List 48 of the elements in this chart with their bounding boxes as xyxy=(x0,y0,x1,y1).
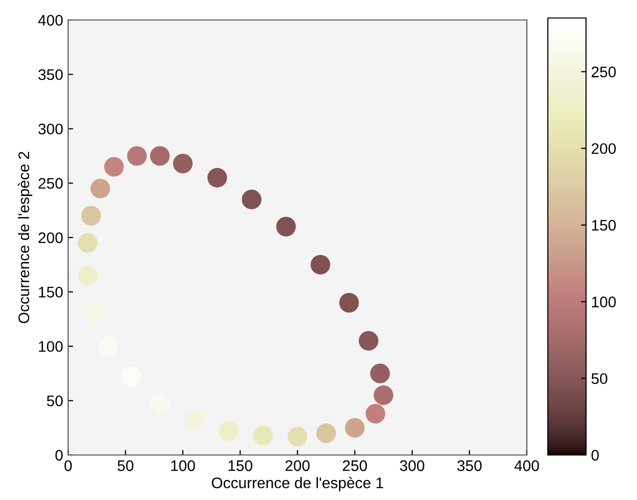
y-tick-label: 350 xyxy=(38,69,63,80)
point xyxy=(78,266,98,286)
point xyxy=(253,426,273,446)
point xyxy=(374,385,394,406)
x-tick-label: 350 xyxy=(457,460,482,472)
y-tick-label: 250 xyxy=(38,178,63,189)
y-tick-label: 50 xyxy=(46,395,63,406)
x-tick-label: 0 xyxy=(64,460,72,472)
x-tick-label: 50 xyxy=(118,460,134,472)
point xyxy=(104,156,124,177)
x-tick-label: 300 xyxy=(400,460,424,472)
point xyxy=(316,423,336,444)
point xyxy=(81,206,101,226)
point xyxy=(288,426,308,446)
color-bar-label: 0 xyxy=(592,450,599,461)
color-bar-label: 150 xyxy=(592,220,616,231)
point xyxy=(127,146,147,166)
point xyxy=(358,330,378,351)
point xyxy=(242,190,262,210)
point xyxy=(150,146,170,166)
point xyxy=(344,418,365,438)
y-axis-title: Occurrence de l'espèce 2 xyxy=(18,152,32,324)
x-tick-label: 400 xyxy=(514,460,539,472)
x-tick-label: 250 xyxy=(342,460,367,472)
color-bar-label: 50 xyxy=(592,373,608,384)
color-bar-label: 250 xyxy=(592,66,616,78)
y-tick-label: 400 xyxy=(38,14,63,26)
x-tick-label: 200 xyxy=(286,460,310,472)
y-tick-label: 100 xyxy=(38,341,63,352)
point xyxy=(370,364,390,384)
point xyxy=(173,154,193,174)
point xyxy=(366,404,386,424)
y-tick-label: 200 xyxy=(38,232,63,244)
point xyxy=(218,421,239,441)
y-tick-label: 150 xyxy=(38,286,63,298)
y-tick-label: 300 xyxy=(38,124,63,134)
point xyxy=(207,168,228,188)
x-axis-title: Occurrence de l'espèce 1 xyxy=(212,476,384,492)
y-tick-label: 0 xyxy=(55,450,63,461)
color-bar-label: 100 xyxy=(592,296,616,308)
point xyxy=(78,233,98,253)
x-tick-label: 100 xyxy=(171,460,195,472)
point xyxy=(339,292,359,313)
color-bar-label: 200 xyxy=(592,143,616,154)
point xyxy=(310,254,330,275)
point xyxy=(276,216,296,236)
x-tick-label: 150 xyxy=(228,460,252,472)
point xyxy=(90,178,110,198)
